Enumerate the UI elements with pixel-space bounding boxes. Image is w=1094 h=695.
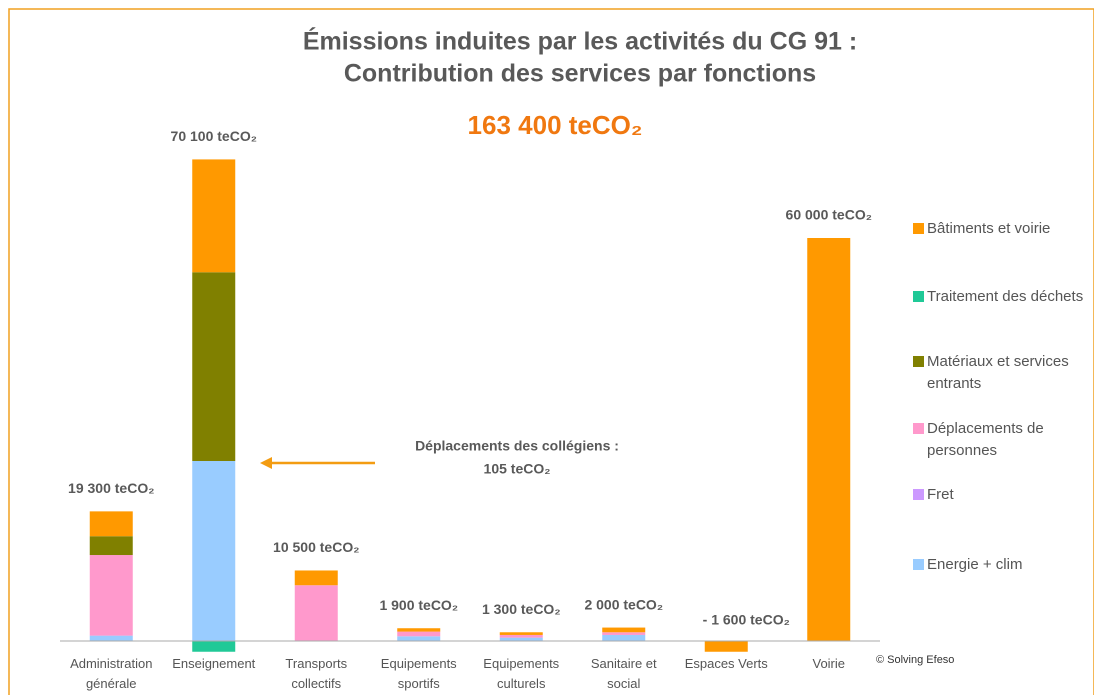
grand-total: 163 400 teCO₂ [468, 110, 643, 140]
legend-swatch [913, 423, 924, 434]
bar-segment [704, 641, 748, 652]
total-label: 2 000 teCO₂ [584, 596, 663, 612]
legend-entry: Bâtiments et voirie [913, 218, 1094, 240]
x-tick-label: Enseignement [172, 656, 256, 671]
bar-segment [602, 627, 646, 633]
annotation: 105 teCO₂ [484, 461, 551, 477]
total-label: 19 300 teCO₂ [68, 480, 154, 496]
bar-segment [602, 632, 646, 635]
annotation: Déplacements des collégiens : [415, 438, 619, 454]
arrow-head [260, 457, 272, 469]
bar-segment [89, 536, 133, 556]
frame [8, 8, 1094, 695]
legend-swatch [913, 223, 924, 234]
legend-label: Traitement des déchets [927, 288, 1084, 305]
legend-entry: Traitement des déchets [913, 286, 1094, 308]
bar-segment [499, 632, 543, 635]
legend-label: Bâtiments et voirie [927, 220, 1051, 237]
bar-segment [397, 631, 441, 637]
bar-segment [89, 511, 133, 537]
total-label: 1 900 teCO₂ [379, 597, 458, 613]
bar-segment [192, 159, 236, 273]
total-label: - 1 600 teCO₂ [703, 612, 790, 628]
legend-entry: Energie + clim [913, 554, 1094, 576]
legend-label: Energie + clim [927, 556, 1023, 573]
bar-segment [397, 636, 441, 641]
total-label: 1 300 teCO₂ [482, 601, 561, 617]
legend-entry: Matériaux et services entrants [913, 351, 1094, 395]
x-tick-label: Transports collectifs [285, 656, 348, 691]
bar-segment [499, 637, 543, 641]
x-tick-label: Espaces Verts [684, 656, 768, 671]
bar-segment [499, 634, 543, 638]
legend-swatch [913, 559, 924, 570]
total-label: 10 500 teCO₂ [273, 539, 359, 555]
bar-segment [807, 238, 851, 641]
bar-segment [192, 272, 236, 461]
total-label: 70 100 teCO₂ [171, 128, 257, 144]
bar-segment [294, 585, 338, 641]
legend-swatch [913, 489, 924, 500]
legend-swatch [913, 291, 924, 302]
legend-entry: Fret [913, 484, 1094, 506]
x-tick-label: Equipements culturels [483, 656, 560, 691]
bar-segment [294, 570, 338, 586]
chart-subtitle: Contribution des services par fonctions [344, 60, 816, 88]
credit: © Solving Efeso [876, 654, 954, 666]
legend-swatch [913, 356, 924, 367]
total-label: 60 000 teCO₂ [786, 207, 872, 223]
legend-label: Fret [927, 486, 954, 503]
bar-segment [89, 555, 133, 636]
legend-label: Matériaux et services entrants [927, 353, 1069, 392]
legend-entry: Déplacements de personnes [913, 418, 1094, 462]
x-tick-label: Sanitaire et social [590, 656, 657, 691]
x-tick-label: Voirie [812, 656, 846, 671]
legend-label: Déplacements de personnes [927, 420, 1044, 459]
bar-segment [192, 460, 236, 641]
bar-segment [89, 635, 133, 641]
bar-segment [397, 628, 441, 632]
x-tick-label: Administration générale [70, 656, 153, 691]
x-tick-label: Equipements sportifs [380, 656, 457, 691]
chart-title: Émissions induites par les activités du … [303, 27, 857, 56]
bar-segment [192, 641, 236, 652]
bar-segment [602, 634, 646, 641]
